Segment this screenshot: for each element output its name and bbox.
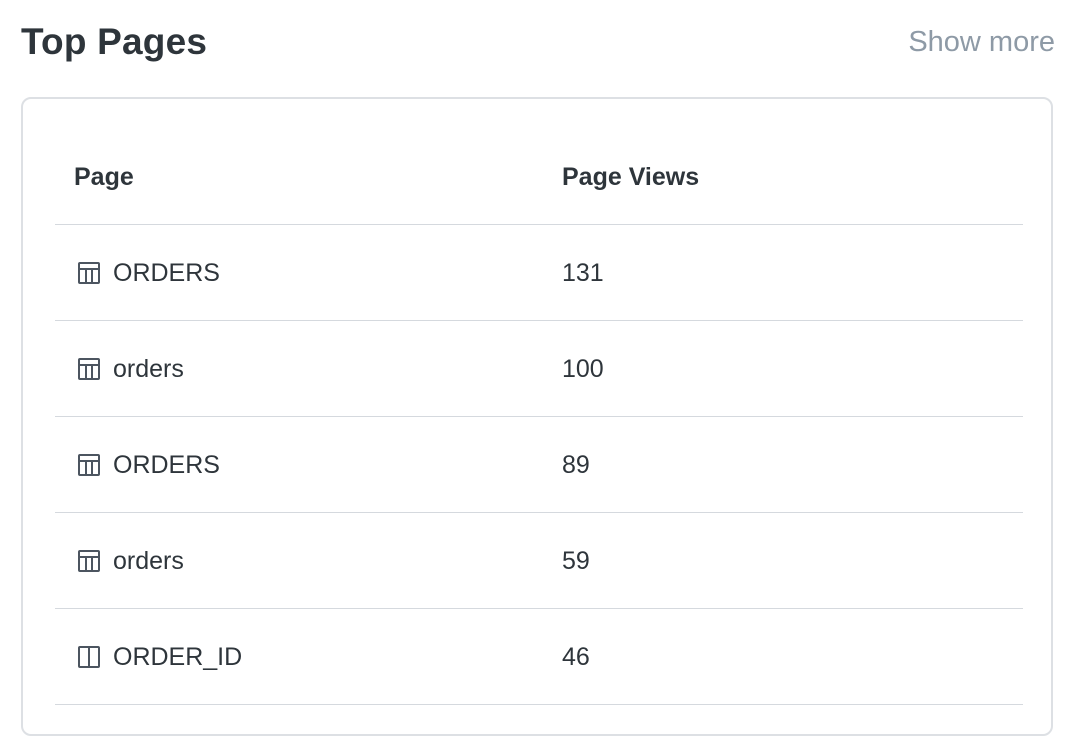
page-name[interactable]: ORDERS xyxy=(113,451,220,479)
section-title: Top Pages xyxy=(21,21,208,62)
table-icon xyxy=(76,260,102,286)
table-row[interactable]: orders 59 xyxy=(55,513,1023,609)
table-row[interactable]: orders 100 xyxy=(55,321,1023,417)
page-views-value: 46 xyxy=(562,643,590,671)
column-header-page[interactable]: Page xyxy=(74,163,134,191)
page-name[interactable]: ORDER_ID xyxy=(113,643,243,671)
table-icon xyxy=(76,548,102,574)
page-name[interactable]: orders xyxy=(113,547,184,575)
page-cell: ORDER_ID xyxy=(76,609,242,705)
table-icon xyxy=(76,356,102,382)
page-views-value: 131 xyxy=(562,259,604,287)
table-header: Page Page Views xyxy=(55,129,1023,225)
page-views-value: 89 xyxy=(562,451,590,479)
table-icon xyxy=(76,452,102,478)
page-cell: orders xyxy=(76,321,184,417)
top-pages-table: Page Page Views ORDERS 131 xyxy=(55,129,1023,705)
page-cell: orders xyxy=(76,513,184,609)
column-header-page-views[interactable]: Page Views xyxy=(562,163,700,191)
section-header: Top Pages Show more xyxy=(21,18,1055,66)
page-name[interactable]: orders xyxy=(113,355,184,383)
top-pages-card: Page Page Views ORDERS 131 xyxy=(21,97,1053,736)
table-row[interactable]: ORDERS 131 xyxy=(55,225,1023,321)
page-cell: ORDERS xyxy=(76,417,220,513)
page-cell: ORDERS xyxy=(76,225,220,321)
column-icon xyxy=(76,644,102,670)
table-row[interactable]: ORDERS 89 xyxy=(55,417,1023,513)
page-views-value: 100 xyxy=(562,355,604,383)
show-more-link[interactable]: Show more xyxy=(908,26,1055,58)
page-name[interactable]: ORDERS xyxy=(113,259,220,287)
table-row[interactable]: ORDER_ID 46 xyxy=(55,609,1023,705)
page-views-value: 59 xyxy=(562,547,590,575)
